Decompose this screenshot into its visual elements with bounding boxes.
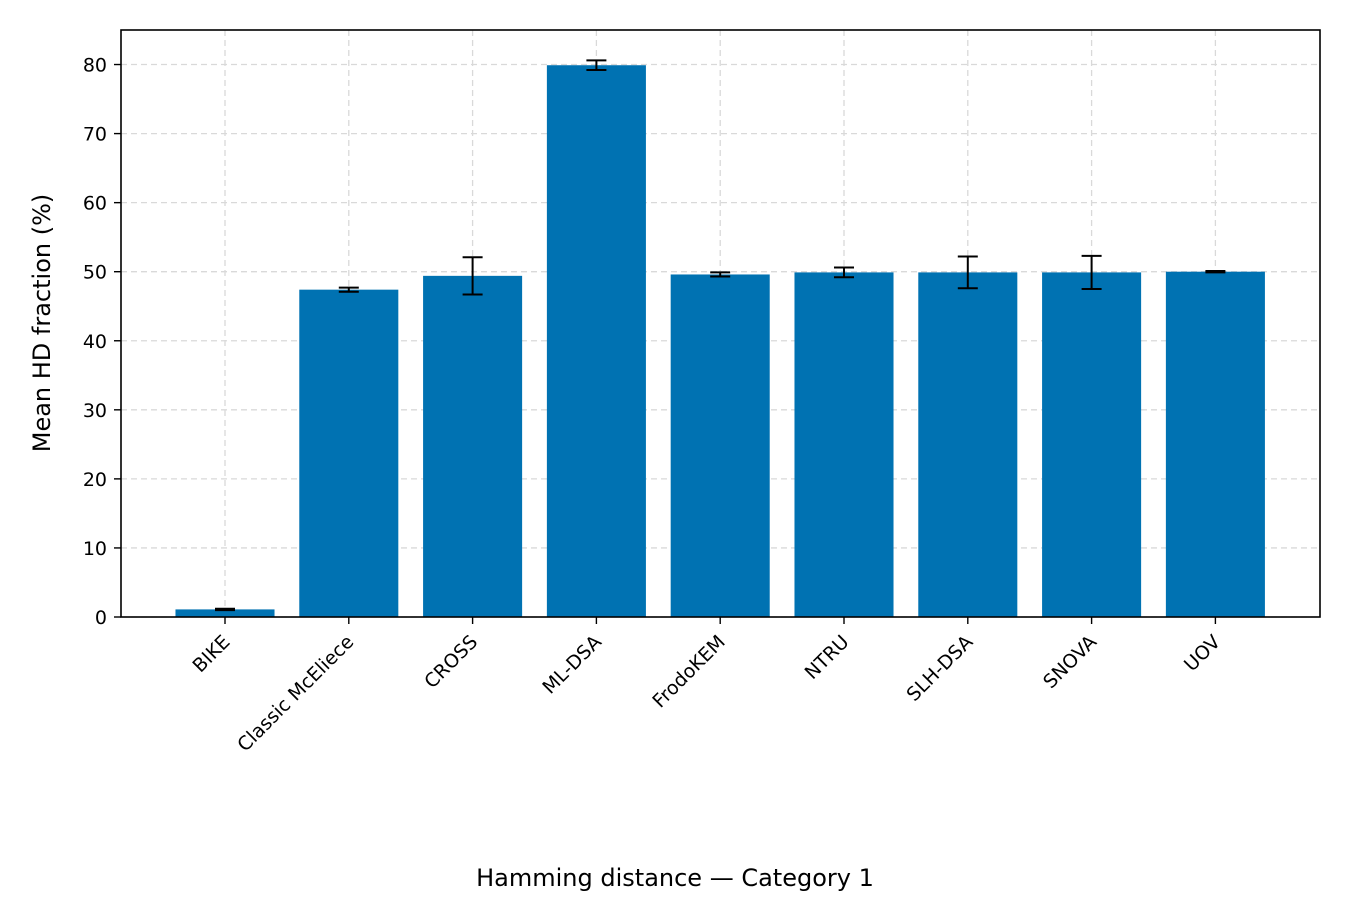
y-tick-label: 70 — [83, 124, 107, 146]
bar — [546, 65, 646, 618]
x-tick-label: Classic McEliece — [233, 631, 358, 756]
y-tick-label: 30 — [83, 400, 107, 422]
y-axis-label: Mean HD fraction (%) — [28, 194, 56, 453]
bar — [794, 272, 894, 617]
x-tick-label: SLH-DSA — [902, 631, 977, 706]
y-tick-label: 10 — [83, 538, 107, 560]
x-tick-label: FrodoKEM — [648, 631, 729, 712]
bar — [918, 272, 1018, 617]
bar — [423, 275, 523, 617]
y-tick-label: 50 — [83, 262, 107, 284]
bar — [1165, 271, 1265, 617]
bar — [670, 274, 770, 617]
bar — [175, 609, 275, 617]
x-tick-label: ML-DSA — [538, 631, 606, 699]
x-tick-label: UOV — [1180, 631, 1225, 676]
bars — [175, 65, 1265, 618]
bar — [1042, 272, 1142, 617]
y-axis-ticks: 0 10 20 30 40 50 60 70 80 — [83, 55, 121, 629]
x-tick-label: CROSS — [420, 631, 482, 693]
error-bars — [215, 59, 1226, 612]
y-tick-label: 0 — [95, 607, 107, 629]
chart-caption: Hamming distance — Category 1 — [476, 864, 874, 892]
y-tick-label: 80 — [83, 55, 107, 77]
y-tick-label: 60 — [83, 193, 107, 215]
y-tick-label: 20 — [83, 469, 107, 491]
x-tick-label: NTRU — [801, 631, 854, 684]
x-tick-label: BIKE — [188, 631, 234, 677]
bar — [299, 289, 399, 617]
x-tick-label: SNOVA — [1039, 631, 1101, 693]
y-tick-label: 40 — [83, 331, 107, 353]
